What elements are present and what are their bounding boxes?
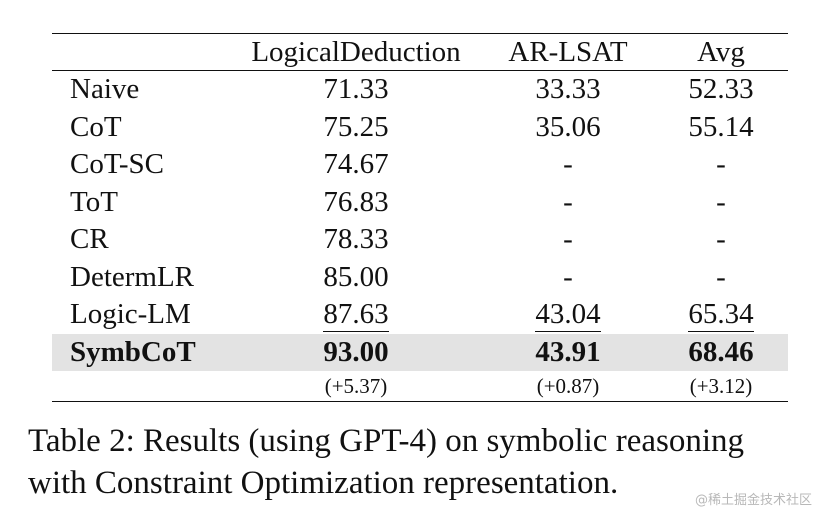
table-row: Naive 71.33 33.33 52.33 <box>52 71 788 109</box>
table-row: CR 78.33 - - <box>52 221 788 259</box>
avg-cell: - <box>716 260 726 293</box>
delta-row: (+5.37) (+0.87) (+3.12) <box>52 371 788 402</box>
ld-cell: 87.63 <box>230 296 482 334</box>
delta-avg: (+3.12) <box>689 373 753 398</box>
table-header-row: LogicalDeduction AR-LSAT Avg <box>52 33 788 71</box>
results-table: LogicalDeduction AR-LSAT Avg Naive 71.33… <box>52 33 788 402</box>
table-row: Logic-LM 87.63 43.04 65.34 <box>52 296 788 334</box>
ld-cell: 85.00 <box>323 260 389 293</box>
watermark: @稀土掘金技术社区 <box>694 493 812 508</box>
ar-cell: - <box>563 185 573 218</box>
method-cell: CR <box>70 223 109 256</box>
method-cell: DetermLR <box>70 260 195 293</box>
table-row: CoT-SC 74.67 - - <box>52 146 788 184</box>
header-avg: Avg <box>697 35 745 68</box>
table-row-highlighted: SymbCoT 93.00 43.91 68.46 <box>52 333 788 371</box>
ar-cell: 33.33 <box>535 73 601 106</box>
underlined-value: 43.04 <box>535 297 601 332</box>
ar-cell: - <box>563 260 573 293</box>
ld-cell: 74.67 <box>323 148 389 181</box>
avg-cell: 55.14 <box>688 110 754 143</box>
header-logicaldeduction: LogicalDeduction <box>251 35 461 68</box>
method-cell: Naive <box>70 73 140 106</box>
avg-cell: 68.46 <box>654 333 788 371</box>
caption-line-1: Table 2: Results (using GPT-4) on symbol… <box>28 423 744 459</box>
delta-ar: (+0.87) <box>536 373 600 398</box>
ar-cell: 43.91 <box>482 333 654 371</box>
ar-cell: - <box>563 148 573 181</box>
ld-cell: 93.00 <box>230 333 482 371</box>
table-row: CoT 75.25 35.06 55.14 <box>52 109 788 147</box>
avg-cell: - <box>716 185 726 218</box>
table-row: DetermLR 85.00 - - <box>52 259 788 297</box>
ld-cell: 78.33 <box>323 223 389 256</box>
ld-cell: 76.83 <box>323 185 389 218</box>
underlined-value: 65.34 <box>688 297 754 332</box>
method-cell: CoT-SC <box>70 148 165 181</box>
ar-cell: - <box>563 223 573 256</box>
ar-cell: 35.06 <box>535 110 601 143</box>
avg-cell: - <box>716 223 726 256</box>
avg-cell: 65.34 <box>654 296 788 334</box>
delta-ld: (+5.37) <box>324 373 388 398</box>
table-caption: Table 2: Results (using GPT-4) on symbol… <box>28 420 818 504</box>
ld-cell: 75.25 <box>323 110 389 143</box>
header-method <box>52 34 230 71</box>
avg-cell: 52.33 <box>688 73 754 106</box>
ld-cell: 71.33 <box>323 73 389 106</box>
delta-empty-cell <box>52 371 230 402</box>
table-row: ToT 76.83 - - <box>52 184 788 222</box>
method-cell: Logic-LM <box>70 298 191 331</box>
method-cell: ToT <box>70 185 118 218</box>
method-cell: CoT <box>70 110 122 143</box>
avg-cell: - <box>716 148 726 181</box>
header-ar-lsat: AR-LSAT <box>508 35 628 68</box>
underlined-value: 87.63 <box>323 297 389 332</box>
caption-line-2: with Constraint Optimization representat… <box>28 465 619 501</box>
ar-cell: 43.04 <box>482 296 654 334</box>
results-table-container: LogicalDeduction AR-LSAT Avg Naive 71.33… <box>52 33 788 402</box>
method-cell: SymbCoT <box>52 333 230 371</box>
